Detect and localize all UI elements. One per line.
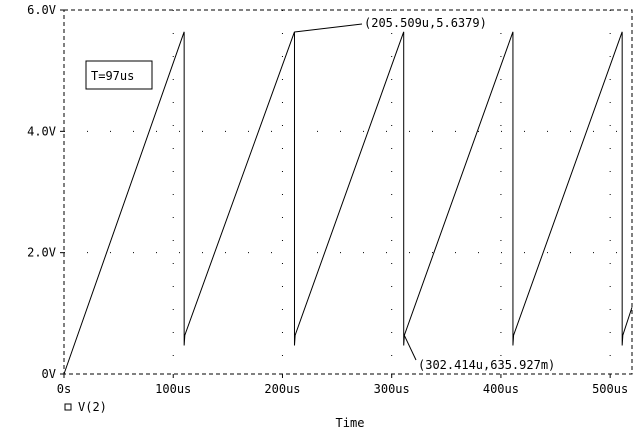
legend-entry-v2: V(2): [78, 400, 107, 414]
y-tick-label: 4.0V: [27, 124, 56, 138]
legend-marker-icon: [64, 403, 72, 411]
x-tick-label: 400us: [483, 382, 519, 396]
y-axis-ticks: 0V 2.0V 4.0V 6.0V: [27, 3, 64, 381]
period-annotation-box: [85, 60, 153, 90]
x-tick-label: 300us: [374, 382, 410, 396]
peak-annotation-label: (205.509u,5.6379): [364, 16, 487, 30]
y-tick-label: 0V: [42, 367, 56, 381]
x-tick-label: 0s: [57, 382, 71, 396]
y-tick-label: 6.0V: [27, 3, 56, 17]
y-tick-label: 2.0V: [27, 246, 56, 260]
grid-layer: [64, 10, 632, 374]
valley-annotation-leader: [403, 335, 417, 361]
series-layer: [63, 31, 633, 375]
x-axis-ticks: 0s 100us 200us 300us 400us 500us: [57, 374, 628, 396]
valley-annotation-label: (302.414u,635.927m): [418, 358, 555, 372]
peak-annotation-leader: [294, 23, 363, 33]
series-line-v2: [63, 31, 633, 375]
period-annotation-label: T=97us: [91, 69, 134, 83]
x-tick-label: 200us: [264, 382, 300, 396]
x-axis-title: Time: [336, 416, 365, 430]
plot-frame: [63, 9, 633, 375]
x-tick-label: 100us: [155, 382, 191, 396]
x-tick-label: 500us: [592, 382, 628, 396]
